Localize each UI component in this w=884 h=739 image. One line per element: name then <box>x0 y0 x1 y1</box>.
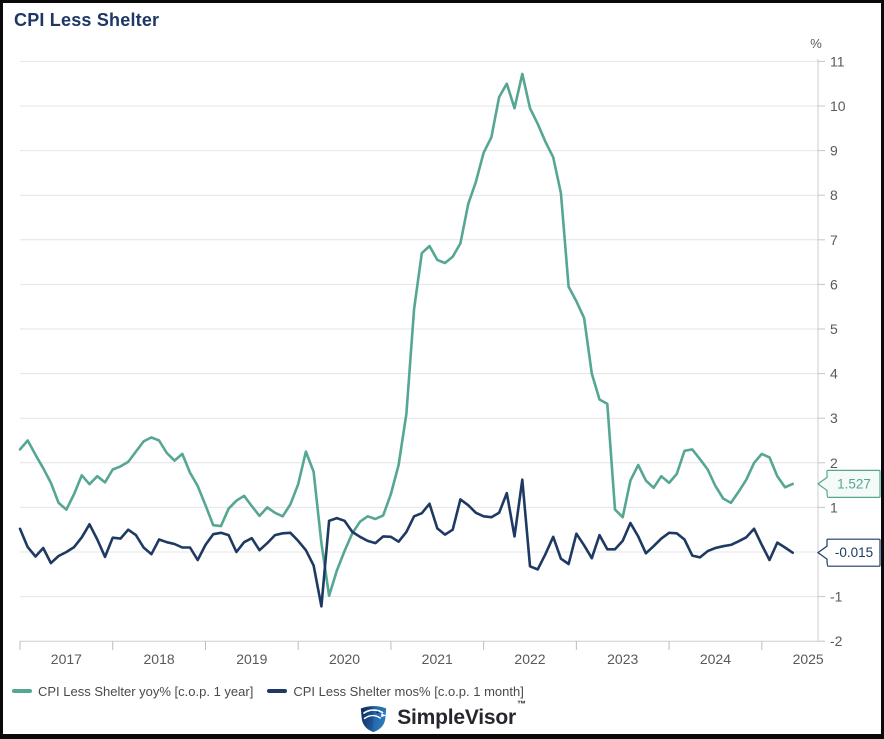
x-tick-label: 2024 <box>700 651 731 667</box>
x-tick-label: 2018 <box>144 651 175 667</box>
x-tick-label: 2019 <box>236 651 267 667</box>
y-tick-label: 2 <box>830 455 838 471</box>
y-tick-label: 8 <box>830 187 838 203</box>
cpi-less-shelter-chart: -2-101234567891011%201720182019202020212… <box>18 36 881 667</box>
y-tick-label: 9 <box>830 143 838 159</box>
x-tick-label: 2017 <box>51 651 82 667</box>
y-tick-label: 5 <box>830 321 838 337</box>
yoy-legend-label: CPI Less Shelter yoy% [c.o.p. 1 year] <box>38 683 254 699</box>
y-tick-label: 6 <box>830 276 838 292</box>
last-value-callout <box>816 538 881 567</box>
y-tick-label: -2 <box>830 633 843 649</box>
y-tick-label: 1 <box>830 499 838 515</box>
y-tick-label: -1 <box>830 589 843 605</box>
y-tick-label: 3 <box>830 410 838 426</box>
mom-line <box>18 478 795 608</box>
last-value-label: -0.015 <box>835 545 873 560</box>
y-tick-label: 7 <box>830 232 838 248</box>
legend-item-yoy: CPI Less Shelter yoy% [c.o.p. 1 year] <box>12 684 253 699</box>
last-value-label: 1.527 <box>837 476 871 491</box>
y-axis-unit-label: % <box>810 36 822 51</box>
last-value-callout <box>816 469 881 498</box>
x-tick-label: 2020 <box>329 651 360 667</box>
chart-legend: CPI Less Shelter yoy% [c.o.p. 1 year] CP… <box>12 681 524 701</box>
eagle-shield-icon <box>361 705 387 732</box>
y-tick-label: 11 <box>830 53 845 69</box>
brand-name: SimpleVisor™ <box>397 699 526 729</box>
legend-item-mom: CPI Less Shelter mos% [c.o.p. 1 month] <box>267 684 524 699</box>
x-tick-label: 2022 <box>514 651 545 667</box>
trademark-symbol: ™ <box>516 699 526 709</box>
mom-legend-swatch <box>267 689 288 693</box>
x-tick-label: 2023 <box>607 651 638 667</box>
x-tick-label: 2021 <box>422 651 453 667</box>
yoy-line <box>18 72 795 598</box>
x-tick-label: 2025 <box>793 651 824 667</box>
simplevisor-logo: SimpleVisor™ <box>3 699 881 734</box>
mom-legend-label: CPI Less Shelter mos% [c.o.p. 1 month] <box>293 683 524 699</box>
yoy-legend-swatch <box>12 689 32 693</box>
y-tick-label: 4 <box>830 366 838 382</box>
y-tick-label: 10 <box>830 98 846 114</box>
page-title: CPI Less Shelter <box>14 10 160 30</box>
